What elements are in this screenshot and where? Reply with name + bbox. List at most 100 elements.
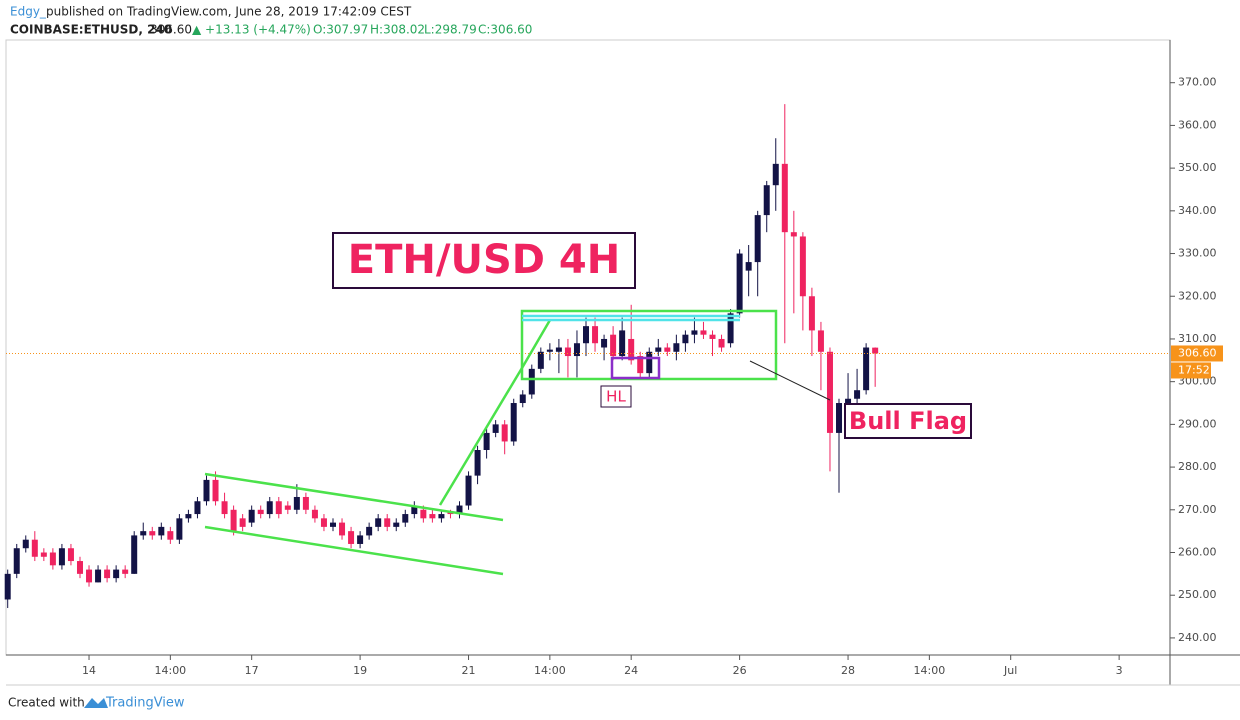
annotation: HL	[606, 388, 626, 406]
x-tick-label: 24	[624, 664, 638, 677]
candle-body	[863, 347, 870, 391]
close: C:306.60	[478, 23, 532, 37]
candle-body	[158, 526, 165, 536]
candle-body	[799, 236, 806, 297]
candle-body	[772, 163, 779, 186]
countdown-box	[1171, 362, 1211, 379]
candle-body	[221, 501, 228, 515]
candle-body	[817, 330, 824, 352]
candle-body	[555, 347, 562, 352]
candle-body	[836, 403, 843, 433]
candle-body	[339, 522, 346, 536]
candle-body	[510, 403, 517, 442]
x-tick-label: 14:00	[534, 664, 566, 677]
pointer-line	[749, 360, 831, 401]
candle-body	[149, 531, 156, 536]
y-tick-label: 260.00	[1178, 546, 1217, 559]
flag-line	[204, 525, 504, 576]
candle-body	[320, 518, 327, 527]
candle-body	[402, 514, 409, 523]
candle-body	[293, 496, 300, 510]
y-tick-label: 280.00	[1178, 460, 1217, 473]
candle-body	[456, 505, 463, 515]
candle-body	[682, 334, 689, 344]
candle-body	[537, 351, 544, 369]
symbol: COINBASE:ETHUSD, 240	[10, 23, 172, 37]
x-tick-label: 14:00	[154, 664, 186, 677]
candle-body	[583, 326, 590, 344]
y-tick-label: 320.00	[1178, 289, 1217, 302]
candle-body	[592, 326, 599, 344]
candle-body	[628, 338, 635, 361]
candle-body	[655, 347, 662, 352]
y-tick-label: 250.00	[1178, 588, 1217, 601]
y-tick-label: 360.00	[1178, 118, 1217, 131]
candle-body	[239, 518, 246, 527]
candle-body	[366, 526, 373, 536]
candle-body	[348, 531, 355, 544]
candle-body	[619, 330, 626, 357]
candle-body	[673, 343, 680, 352]
candle-body	[13, 548, 20, 574]
candle-body	[546, 349, 553, 352]
candle-body	[718, 338, 725, 348]
candle-body	[790, 232, 797, 237]
x-tick-label: 14:00	[914, 664, 946, 677]
candle-body	[564, 347, 571, 357]
candle-body	[573, 343, 580, 357]
candle-body	[474, 450, 481, 476]
candle-body	[311, 509, 318, 519]
y-tick-label: 290.00	[1178, 417, 1217, 430]
candle-body	[420, 509, 427, 519]
candle-body	[375, 518, 382, 527]
y-tick-label: 330.00	[1178, 247, 1217, 260]
candle-body	[637, 356, 644, 374]
x-tick-label: 21	[462, 664, 476, 677]
y-tick-label: 340.00	[1178, 204, 1217, 217]
x-tick-label: 3	[1116, 664, 1123, 677]
candle-body	[257, 509, 264, 515]
candle-body	[95, 569, 102, 583]
flag-line	[204, 472, 504, 522]
candle-body	[185, 514, 192, 519]
x-tick-label: 26	[733, 664, 747, 677]
y-tick-label: 240.00	[1178, 631, 1217, 644]
candle-body	[826, 351, 833, 433]
candle-body	[845, 398, 852, 404]
x-tick-label: 28	[841, 664, 855, 677]
open: O:307.97	[313, 23, 368, 37]
candle-body	[76, 561, 83, 574]
candle-body	[167, 531, 174, 540]
candle-body	[176, 518, 183, 540]
candle-body	[40, 552, 47, 557]
last-price-box	[1171, 345, 1223, 362]
candle-body	[601, 338, 608, 348]
hl-box	[610, 356, 661, 380]
footer-brand[interactable]: TradingView	[105, 696, 185, 711]
y-tick-label: 370.00	[1178, 76, 1217, 89]
candle-body	[492, 424, 499, 433]
x-tick-label: Jul	[1003, 664, 1017, 677]
y-tick-label: 270.00	[1178, 503, 1217, 516]
candle-body	[501, 424, 508, 442]
candle-body	[700, 330, 707, 335]
high: H:308.02	[370, 23, 425, 37]
candle-body	[745, 262, 752, 271]
candle-body	[754, 215, 761, 263]
candle-body	[31, 539, 38, 557]
candle-body	[727, 313, 734, 344]
candle-body	[230, 509, 237, 532]
y-tick-label: 310.00	[1178, 332, 1217, 345]
candle-body	[302, 496, 309, 510]
candle-body	[763, 185, 770, 216]
candle-body	[384, 518, 391, 527]
author[interactable]: Edgy_	[10, 5, 47, 19]
candle-body	[465, 475, 472, 506]
candle-body	[646, 351, 653, 374]
pole-line	[438, 367, 524, 506]
candle-body	[393, 522, 400, 527]
candle-body	[528, 368, 535, 395]
candle-body	[411, 505, 418, 515]
